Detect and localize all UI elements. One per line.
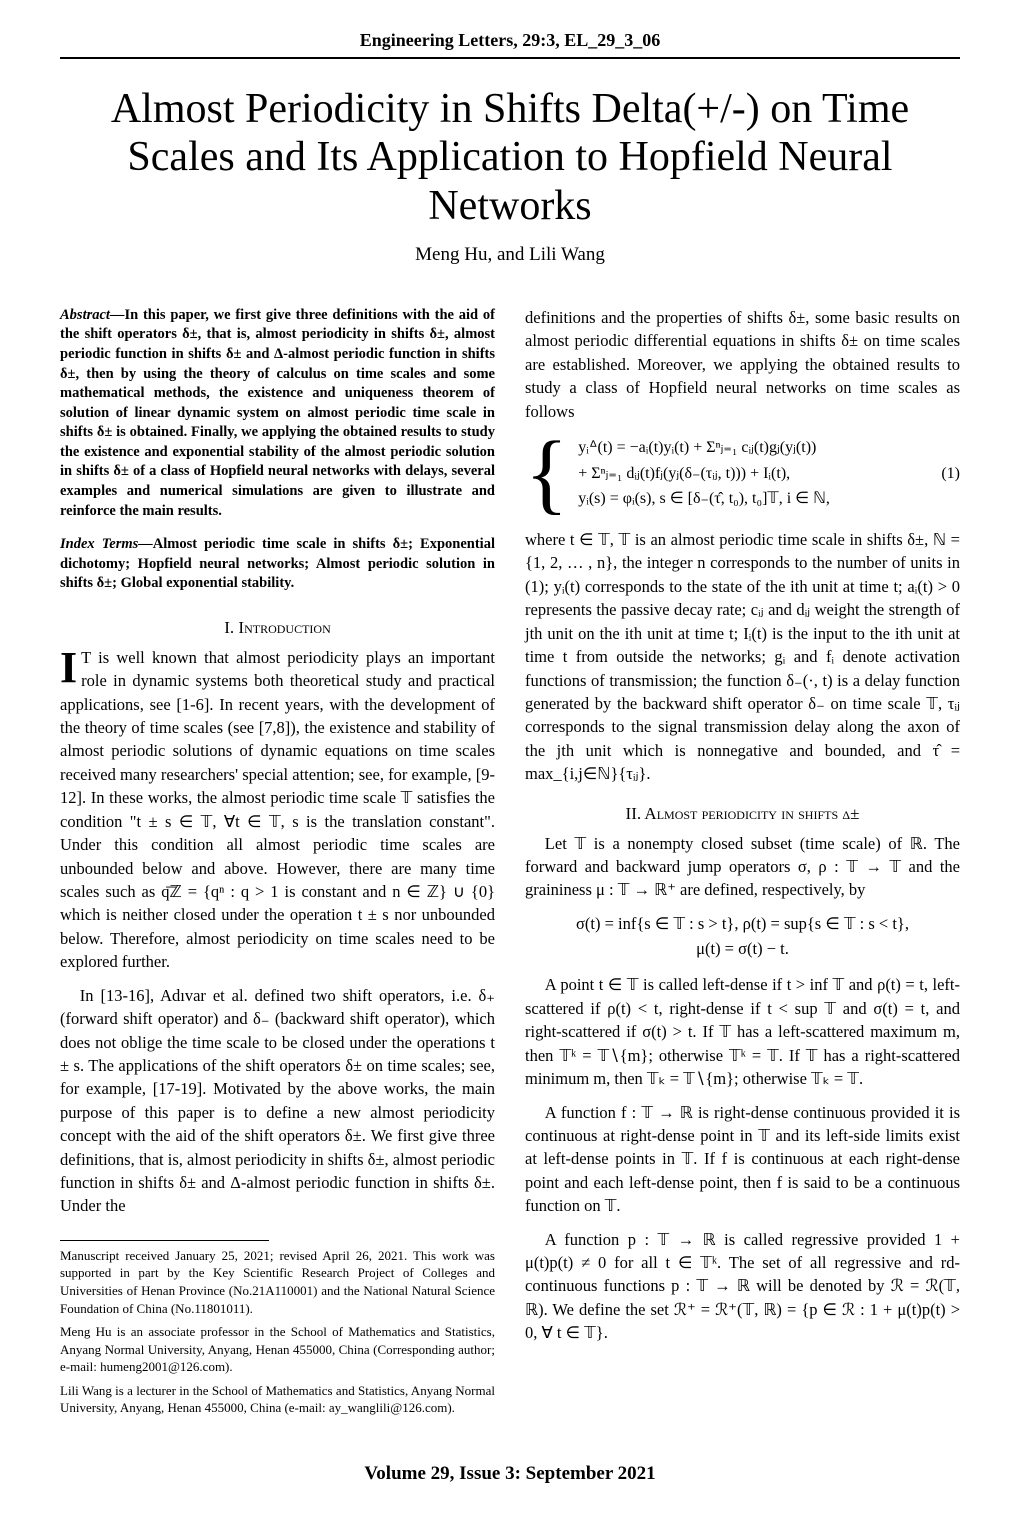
abstract-label: Abstract— [60,307,124,323]
intro-paragraph-1: IT is well known that almost periodicity… [60,646,495,974]
equation-1-body: yᵢᐞ(t) = −aᵢ(t)yᵢ(t) + Σⁿⱼ₌₁ cᵢⱼ(t)gⱼ(yⱼ… [578,435,920,512]
section-1-heading: I. Introduction [60,618,495,638]
footnote-1: Manuscript received January 25, 2021; re… [60,1247,495,1317]
authors: Meng Hu, and Lili Wang [60,244,960,266]
page-footer: Volume 29, Issue 3: September 2021 [60,1463,960,1485]
footnote-2: Meng Hu is an associate professor in the… [60,1323,495,1376]
page: Engineering Letters, 29:3, EL_29_3_06 Al… [0,0,1020,1525]
eq1-line-1: yᵢᐞ(t) = −aᵢ(t)yᵢ(t) + Σⁿⱼ₌₁ cᵢⱼ(t)gⱼ(yⱼ… [578,435,920,461]
right-paragraph-5: A function f : 𝕋 → ℝ is right-dense cont… [525,1101,960,1218]
index-terms-label: Index Terms— [60,536,153,552]
eq1-line-2: + Σⁿⱼ₌₁ dᵢⱼ(t)fⱼ(yⱼ(δ₋(τᵢⱼ, t))) + Iᵢ(t)… [578,461,920,487]
equation-1-number: (1) [930,461,960,487]
eq1-line-3: yᵢ(s) = φᵢ(s), s ∈ [δ₋(τ̂, t₀), t₀]𝕋, i … [578,486,920,512]
equation-sigma-rho: σ(t) = inf{s ∈ 𝕋 : s > t}, ρ(t) = sup{s … [525,912,960,962]
equation-1: { yᵢᐞ(t) = −aᵢ(t)yᵢ(t) + Σⁿⱼ₌₁ cᵢⱼ(t)gⱼ(… [525,433,960,514]
right-paragraph-2: where t ∈ 𝕋, 𝕋 is an almost periodic tim… [525,528,960,786]
top-rule [60,57,960,59]
index-terms-block: Index Terms—Almost periodic time scale i… [60,535,495,594]
journal-header: Engineering Letters, 29:3, EL_29_3_06 [60,30,960,57]
intro-paragraph-2: In [13-16], Adıvar et al. defined two sh… [60,984,495,1218]
abstract-block: Abstract—In this paper, we first give th… [60,306,495,521]
eq2-line-1: σ(t) = inf{s ∈ 𝕋 : s > t}, ρ(t) = sup{s … [525,912,960,937]
two-column-body: Abstract—In this paper, we first give th… [60,306,960,1423]
left-brace-icon: { [525,433,568,514]
right-paragraph-4: A point t ∈ 𝕋 is called left-dense if t … [525,973,960,1090]
section-2-heading: II. Almost periodicity in shifts δ± [525,804,960,824]
footnote-rule [60,1240,269,1241]
right-paragraph-6: A function p : 𝕋 → ℝ is called regressiv… [525,1228,960,1345]
right-column: definitions and the properties of shifts… [525,306,960,1423]
right-paragraph-3: Let 𝕋 is a nonempty closed subset (time … [525,832,960,902]
abstract-text: In this paper, we first give three defin… [60,307,495,519]
left-column: Abstract—In this paper, we first give th… [60,306,495,1423]
paper-title: Almost Periodicity in Shifts Delta(+/-) … [60,85,960,230]
right-paragraph-1: definitions and the properties of shifts… [525,306,960,423]
footnote-3: Lili Wang is a lecturer in the School of… [60,1382,495,1417]
eq2-line-2: μ(t) = σ(t) − t. [525,937,960,962]
